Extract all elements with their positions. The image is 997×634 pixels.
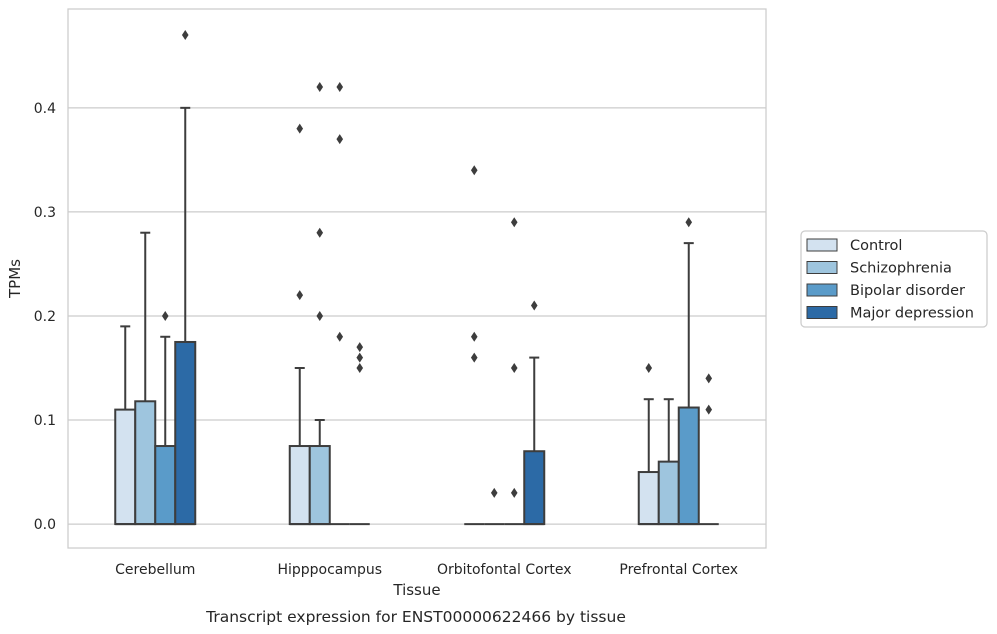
y-tick-label: 0.0 (34, 517, 56, 533)
box-major-depression (523, 356, 546, 526)
outlier-point (490, 487, 498, 498)
box-schizophrenia (308, 419, 331, 526)
outlier-point (336, 82, 344, 93)
outlier-point (296, 290, 304, 301)
x-tick-label: Cerebellum (115, 562, 195, 578)
box-body (523, 450, 546, 526)
outlier-point (510, 217, 518, 228)
outlier-point (336, 134, 344, 145)
legend-swatch (806, 261, 838, 274)
box-body (308, 445, 331, 526)
outlier-point (316, 310, 324, 321)
y-tick-label: 0.3 (34, 205, 56, 221)
outlier-point (705, 404, 713, 415)
outlier-point (316, 227, 324, 238)
outlier-point (470, 165, 478, 176)
outlier-point (510, 487, 518, 498)
box-body (677, 406, 700, 526)
box-bipolar-disorder (154, 335, 177, 526)
legend-swatch (806, 306, 838, 319)
box-bipolar-disorder (677, 242, 700, 526)
x-axis-label: Tissue (392, 581, 440, 599)
x-tick-labels: Cerebellum Hipppocampus Orbitofontal Corte… (115, 562, 738, 578)
outlier-point (470, 352, 478, 363)
outlier-point (470, 331, 478, 342)
box-control (114, 325, 137, 526)
box-body (657, 460, 680, 526)
plot-frame (67, 8, 767, 549)
box-major-depression (174, 106, 197, 526)
outlier-point (181, 30, 189, 41)
box-body (134, 400, 157, 526)
legend-label: Schizophrenia (850, 261, 952, 277)
box-body (114, 408, 137, 526)
box-body (288, 445, 311, 526)
outlier-point (356, 352, 364, 363)
outlier-point (510, 362, 518, 373)
outlier-point (530, 300, 538, 311)
legend-label: Major depression (850, 306, 974, 322)
y-tick-label: 0.4 (34, 101, 56, 117)
box-body (154, 445, 177, 526)
outlier-point (705, 373, 713, 384)
box-control (637, 398, 660, 526)
boxes (114, 106, 719, 526)
outlier-point (161, 310, 169, 321)
outlier-point (685, 217, 693, 228)
box-control (288, 366, 311, 526)
legend-swatch (806, 283, 838, 297)
legend-swatch (806, 238, 838, 252)
x-tick-label: Hipppocampus (277, 562, 382, 578)
outlier-point (356, 362, 364, 373)
outlier-point (336, 331, 344, 342)
x-tick-label: Prefrontal Cortex (619, 562, 738, 578)
chart-caption: Transcript expression for ENST0000062246… (205, 608, 626, 626)
box-body (174, 340, 197, 526)
legend-label: Control (850, 238, 902, 254)
outliers (161, 30, 713, 498)
legend-frame (800, 230, 988, 328)
legend-label: Bipolar disorder (850, 283, 965, 299)
y-tick-label: 0.2 (34, 309, 56, 325)
outlier-point (645, 362, 653, 373)
outlier-point (356, 342, 364, 353)
y-tick-labels: 0.0 0.1 0.2 0.3 0.4 (34, 101, 56, 533)
x-tick-label: Orbitofontal Cortex (437, 562, 572, 578)
outlier-point (296, 123, 304, 134)
box-body (637, 471, 660, 526)
box-schizophrenia (657, 398, 680, 526)
outlier-point (316, 82, 324, 93)
y-axis-label: TPMs (6, 259, 24, 299)
box-schizophrenia (134, 231, 157, 526)
y-tick-label: 0.1 (34, 413, 56, 429)
legend: Control Schizophrenia Bipolar disorder Majo… (800, 230, 988, 328)
